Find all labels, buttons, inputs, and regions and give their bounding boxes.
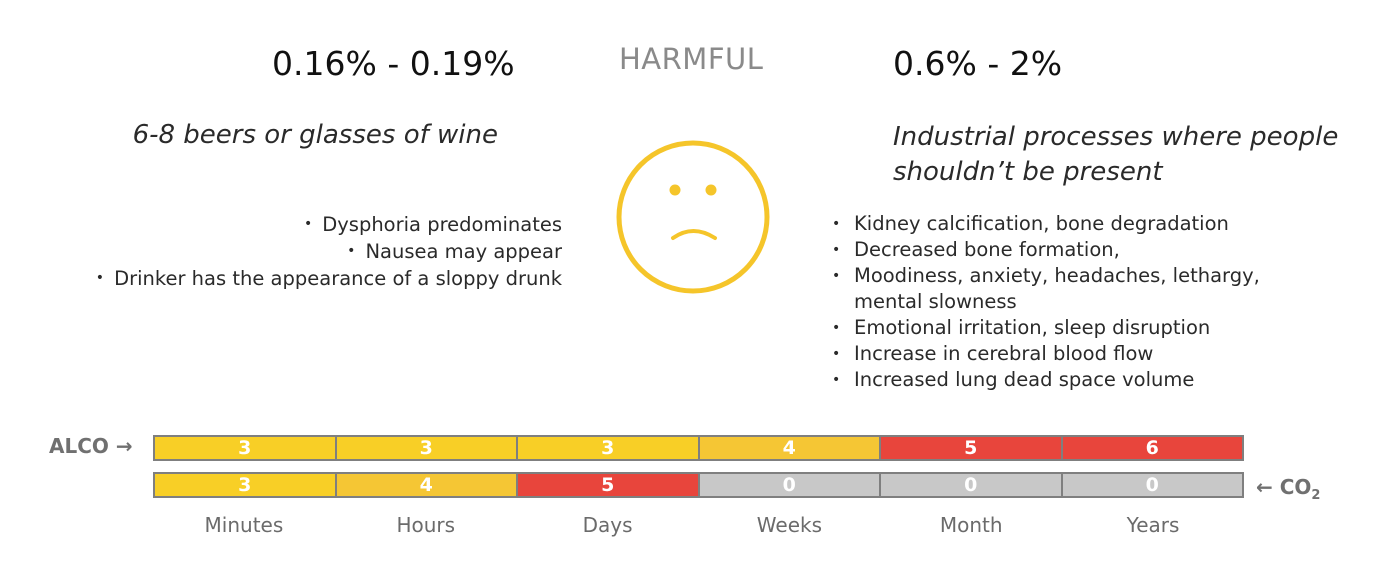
alco-level-cell: 3: [335, 435, 517, 461]
list-item: • Dysphoria predominates: [96, 211, 562, 238]
list-item-text: Increased lung dead space volume: [854, 368, 1195, 391]
bullet-icon: •: [832, 320, 841, 336]
list-item: • Drinker has the appearance of a sloppy …: [96, 265, 562, 292]
co2-level-cell: 0: [698, 472, 880, 498]
list-item-text: Kidney calcification, bone degradation: [854, 212, 1229, 235]
time-label: Month: [939, 513, 1003, 537]
list-item-text: Decreased bone formation,: [854, 238, 1120, 261]
co2-level-cell: 0: [880, 472, 1062, 498]
list-item: • Emotional irritation, sleep disruption: [832, 315, 1332, 341]
co2-level-cell: 5: [517, 472, 699, 498]
alco-level-cell: 4: [698, 435, 880, 461]
co2-timeline-bar: 3 4 5 0 0 0: [153, 472, 1244, 498]
sad-face-icon: [616, 140, 770, 294]
alcohol-description: 6-8 beers or glasses of wine: [132, 120, 498, 150]
bullet-icon: •: [832, 242, 841, 258]
list-item-text: Drinker has the appearance of a sloppy d…: [114, 267, 562, 290]
bullet-icon: •: [303, 216, 313, 232]
bullet-icon: •: [95, 270, 105, 286]
list-item-text: Dysphoria predominates: [322, 213, 562, 236]
co2-concentration-range: 0.6% - 2%: [893, 44, 1063, 83]
alco-level-cell: 3: [153, 435, 336, 461]
list-item: • Nausea may appear: [96, 238, 562, 265]
list-item-text: Increase in cerebral blood flow: [854, 342, 1154, 365]
alco-level-cell: 6: [1061, 435, 1244, 461]
list-item: • Decreased bone formation,: [832, 237, 1332, 263]
time-axis: Minutes Hours Days Weeks Month Years: [153, 513, 1244, 537]
alco-scale-label: ALCO →: [49, 434, 133, 458]
list-item-text: Moodiness, anxiety, headaches, lethargy,…: [854, 264, 1260, 313]
co2-description: Industrial processes where people should…: [893, 122, 1339, 187]
time-label: Weeks: [756, 513, 822, 537]
bullet-icon: •: [832, 346, 841, 362]
time-label: Minutes: [204, 513, 284, 537]
arrow-right-icon: →: [115, 434, 133, 458]
time-label: Days: [582, 513, 633, 537]
list-item: • Increased lung dead space volume: [832, 367, 1332, 393]
alco-level-cell: 5: [880, 435, 1062, 461]
co2-level-cell: 4: [335, 472, 517, 498]
bullet-icon: •: [347, 243, 356, 259]
co2-effects-list: • Kidney calcification, bone degradation …: [832, 211, 1332, 393]
alco-level-cell: 3: [517, 435, 699, 461]
co2-level-cell: 3: [153, 472, 336, 498]
alcohol-concentration-range: 0.16% - 0.19%: [272, 44, 515, 83]
list-item: • Moodiness, anxiety, headaches, lethargy…: [832, 263, 1332, 315]
co2-subscript: 2: [1311, 488, 1321, 503]
alco-timeline-bar: 3 3 3 4 5 6: [153, 435, 1244, 461]
bullet-icon: •: [832, 268, 841, 284]
co2-level-cell: 0: [1061, 472, 1244, 498]
co2-label-text: CO: [1279, 475, 1312, 499]
time-label: Hours: [396, 513, 456, 537]
co2-scale-label: ← CO2: [1256, 475, 1320, 503]
bullet-icon: •: [832, 372, 841, 388]
list-item-text: Emotional irritation, sleep disruption: [854, 316, 1211, 339]
alco-label-text: ALCO: [49, 434, 109, 458]
list-item-text: Nausea may appear: [365, 240, 562, 263]
alcohol-effects-list: • Dysphoria predominates • Nausea may appe…: [96, 211, 562, 292]
list-item: • Kidney calcification, bone degradation: [832, 211, 1332, 237]
bullet-icon: •: [832, 216, 841, 232]
arrow-left-icon: ←: [1256, 475, 1273, 499]
harm-level-title: HARMFUL: [619, 42, 764, 76]
list-item: • Increase in cerebral blood flow: [832, 341, 1332, 367]
time-label: Years: [1126, 513, 1180, 537]
